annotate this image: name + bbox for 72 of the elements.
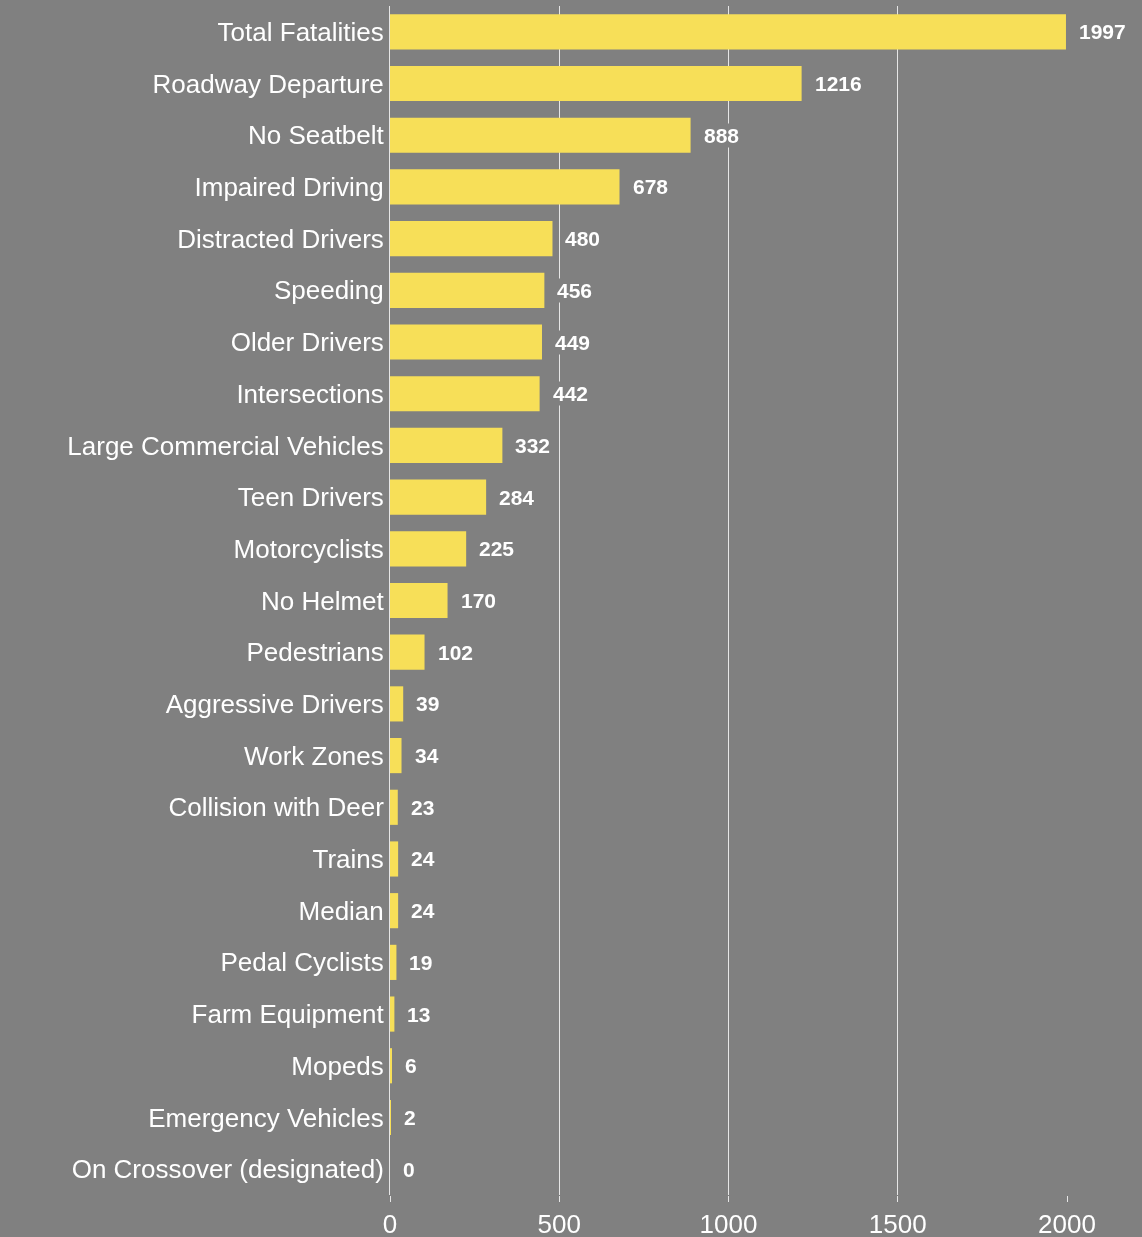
data-label: 2 <box>404 1106 416 1129</box>
data-label: 0 <box>403 1158 415 1181</box>
y-tick-label: Trains <box>312 844 384 875</box>
bar <box>390 841 399 877</box>
data-label: 332 <box>515 434 551 457</box>
bar <box>390 169 620 205</box>
bar <box>390 893 399 929</box>
y-tick-label: Mopeds <box>291 1050 384 1081</box>
y-tick-label: Emergency Vehicles <box>148 1102 384 1133</box>
bar <box>390 686 404 722</box>
y-tick-label: Large Commercial Vehicles <box>67 430 384 461</box>
bar <box>390 376 540 412</box>
y-tick-label: Pedestrians <box>246 637 384 668</box>
y-tick-label: Roadway Departure <box>152 68 384 99</box>
y-tick-label: Motorcyclists <box>233 533 384 564</box>
bar <box>390 427 503 463</box>
y-tick-label: Impaired Driving <box>194 172 384 203</box>
bar <box>390 324 542 360</box>
data-label: 13 <box>407 1003 431 1026</box>
data-label: 170 <box>461 589 497 612</box>
data-label: 442 <box>553 382 589 405</box>
data-label: 19 <box>409 951 433 974</box>
y-tick-label: Work Zones <box>244 740 384 771</box>
data-label: 24 <box>411 847 435 870</box>
data-label: 24 <box>411 899 435 922</box>
bar <box>390 996 395 1032</box>
bar <box>390 14 1066 50</box>
bar <box>390 272 545 308</box>
x-tick-label: 1000 <box>699 1209 758 1237</box>
data-label: 888 <box>704 124 740 147</box>
y-tick-label: Distracted Drivers <box>177 223 384 254</box>
x-tick-label: 500 <box>537 1209 581 1237</box>
bar <box>390 944 397 980</box>
bar <box>390 738 402 774</box>
data-label: 449 <box>555 331 591 354</box>
data-label: 102 <box>438 641 474 664</box>
bar <box>390 65 802 102</box>
y-tick-label: Intersections <box>236 378 384 409</box>
data-label: 480 <box>565 227 601 250</box>
data-label: 23 <box>411 796 435 819</box>
y-tick-label: No Helmet <box>260 585 385 616</box>
data-label: 284 <box>499 486 535 509</box>
y-tick-label: Collision with Deer <box>168 792 385 823</box>
data-label: 34 <box>415 744 439 767</box>
y-tick-label: Older Drivers <box>230 327 384 358</box>
data-label: 225 <box>479 537 515 560</box>
x-tick-label: 0 <box>382 1209 398 1237</box>
y-tick-label: No Seatbelt <box>247 120 385 151</box>
bar <box>390 221 553 257</box>
bar <box>390 117 691 153</box>
data-label: 1216 <box>815 72 862 95</box>
y-tick-label: Pedal Cyclists <box>220 947 384 978</box>
bar <box>390 479 487 515</box>
y-tick-label: Teen Drivers <box>237 482 384 513</box>
data-label: 39 <box>416 692 440 715</box>
y-tick-label: On Crossover (designated) <box>71 1154 384 1185</box>
y-tick-label: Aggressive Drivers <box>165 688 384 719</box>
data-label: 1997 <box>1079 20 1126 43</box>
data-label: 6 <box>405 1054 417 1077</box>
bar <box>390 789 398 825</box>
x-tick-label: 1500 <box>868 1209 927 1237</box>
x-tick-label: 2000 <box>1038 1209 1096 1237</box>
bar <box>390 1048 393 1084</box>
y-tick-label: Farm Equipment <box>191 999 385 1030</box>
bar <box>390 531 467 567</box>
y-tick-label: Total Fatalities <box>217 16 384 47</box>
data-label: 678 <box>633 175 669 198</box>
data-label: 456 <box>557 279 593 302</box>
bar <box>390 634 425 670</box>
y-tick-label: Median <box>298 895 384 926</box>
bar <box>390 582 448 619</box>
y-tick-label: Speeding <box>273 275 384 306</box>
